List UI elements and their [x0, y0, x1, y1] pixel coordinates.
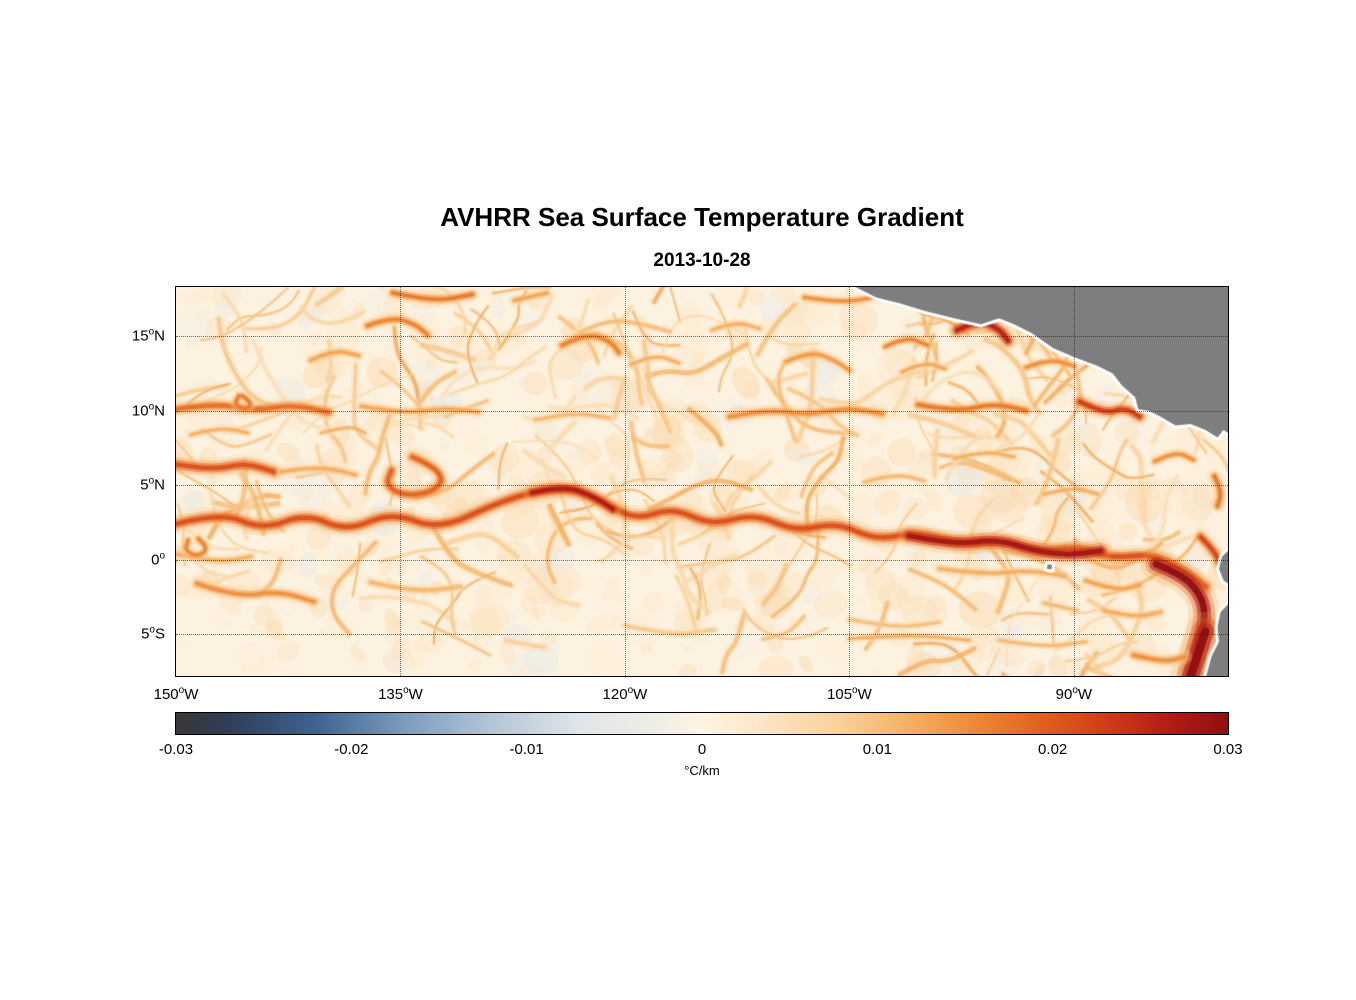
- colorbar-tick-label: 0.01: [862, 741, 892, 758]
- colorbar-tick-label: -0.03: [158, 741, 194, 758]
- y-tick-label: 15oN: [131, 326, 165, 345]
- y-tick-label: 5oN: [140, 475, 165, 494]
- y-tick-label: 0o: [151, 550, 165, 569]
- y-tick-label: 5oS: [141, 624, 165, 643]
- colorbar-tick-label: 0: [697, 741, 707, 758]
- colorbar-unit-text: °C/km: [684, 763, 720, 778]
- chart-title: AVHRR Sea Surface Temperature Gradient: [440, 202, 964, 232]
- colorbar-unit-label: °C/km: [176, 763, 1228, 778]
- colorbar-tick-label: -0.01: [509, 741, 544, 758]
- x-tick-label: 120oW: [602, 685, 648, 704]
- map-plot-area: 15oN 10oN 5oN 0o 5oS 150oW 135oW 120oW 105oW 90oW: [132, 286, 1229, 703]
- x-tick-label: 135oW: [378, 685, 423, 704]
- colorbar-tick-label: 0.02: [1038, 741, 1068, 758]
- sst-gradient-field-canvas: [176, 287, 1228, 676]
- colorbar-tick-label: 0.03: [1213, 741, 1243, 758]
- colorbar: -0.03 -0.02 -0.01 0 0.01 0.02 0.03: [159, 712, 1243, 758]
- y-tick-label: 10oN: [131, 401, 165, 420]
- x-tick-label: 105oW: [827, 685, 872, 704]
- chart-subtitle: 2013-10-28: [653, 250, 751, 271]
- x-tick-label: 150oW: [153, 685, 199, 704]
- colorbar-tick-label: -0.02: [334, 741, 369, 758]
- x-tick-label: 90oW: [1055, 685, 1093, 704]
